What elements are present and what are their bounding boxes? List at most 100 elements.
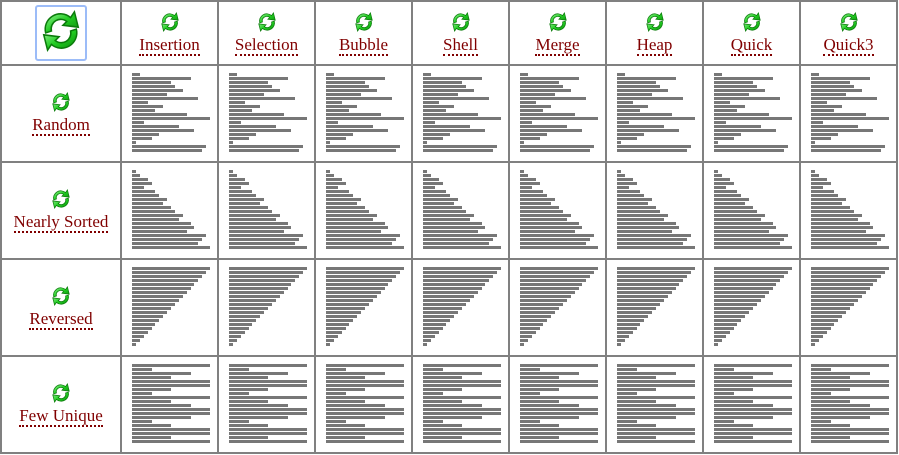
condition-link[interactable]: Reversed (29, 309, 93, 330)
animation-cell[interactable] (120, 161, 219, 260)
animation-cell[interactable] (217, 161, 316, 260)
bar (423, 271, 498, 274)
refresh-icon[interactable] (256, 11, 278, 33)
bar (617, 190, 641, 193)
algorithm-link[interactable]: Selection (234, 34, 299, 56)
bar (326, 364, 404, 367)
bar (326, 404, 385, 407)
bar (423, 246, 501, 249)
animation-cell[interactable] (702, 355, 801, 454)
animation-cell[interactable] (314, 161, 413, 260)
algorithm-link[interactable]: Quick3 (823, 34, 874, 56)
bar (520, 117, 598, 120)
refresh-icon[interactable] (50, 188, 72, 210)
bar (132, 206, 171, 209)
animation-cell[interactable] (411, 258, 510, 357)
animation-cell[interactable] (120, 64, 219, 163)
animation-cell[interactable] (217, 64, 316, 163)
refresh-icon[interactable] (644, 11, 666, 33)
animation-cell[interactable] (508, 161, 607, 260)
animation-cell[interactable] (799, 161, 898, 260)
bar (423, 392, 443, 395)
animation-cell[interactable] (508, 64, 607, 163)
bar (326, 113, 381, 116)
condition-link[interactable]: Random (32, 115, 90, 136)
bar (811, 198, 847, 201)
bar (229, 283, 292, 286)
bar (229, 295, 280, 298)
refresh-icon[interactable] (50, 285, 72, 307)
refresh-icon[interactable] (547, 11, 569, 33)
refresh-icon[interactable] (741, 11, 763, 33)
bar (423, 364, 501, 367)
bar (423, 77, 482, 80)
column-header-bubble: Bubble (314, 0, 413, 66)
animation-cell[interactable] (508, 355, 607, 454)
bar (520, 428, 598, 431)
algorithm-link[interactable]: Shell (443, 34, 478, 56)
bar-chart (714, 364, 792, 444)
animation-cell[interactable] (702, 258, 801, 357)
animation-cell[interactable] (508, 258, 607, 357)
play-all-button[interactable] (35, 5, 87, 61)
algorithm-link[interactable]: Merge (535, 34, 580, 56)
animation-cell[interactable] (411, 64, 510, 163)
animation-cell[interactable] (605, 161, 704, 260)
animation-cell[interactable] (217, 258, 316, 357)
bar (423, 194, 451, 197)
animation-cell[interactable] (411, 355, 510, 454)
animation-cell[interactable] (702, 64, 801, 163)
refresh-icon[interactable] (353, 11, 375, 33)
bar (229, 230, 284, 233)
animation-cell[interactable] (314, 64, 413, 163)
bar (326, 206, 365, 209)
animation-cell[interactable] (799, 355, 898, 454)
bar (714, 234, 789, 237)
algorithm-link[interactable]: Bubble (338, 34, 389, 56)
bar (229, 364, 307, 367)
animation-cell[interactable] (702, 161, 801, 260)
bar (229, 339, 237, 342)
algorithm-link[interactable]: Insertion (139, 34, 200, 56)
bar (132, 392, 152, 395)
bar (811, 117, 889, 120)
refresh-icon[interactable] (838, 11, 860, 33)
bar-chart (617, 364, 695, 444)
refresh-icon[interactable] (50, 382, 72, 404)
bar (520, 222, 579, 225)
bar (811, 319, 839, 322)
bar (520, 190, 544, 193)
animation-cell[interactable] (120, 258, 219, 357)
bar (714, 125, 761, 128)
bar (520, 125, 567, 128)
bar (714, 170, 718, 173)
bar (617, 396, 695, 399)
algorithm-link[interactable]: Heap (636, 34, 673, 56)
animation-cell[interactable] (799, 64, 898, 163)
animation-cell[interactable] (799, 258, 898, 357)
animation-cell[interactable] (411, 161, 510, 260)
animation-cell[interactable] (120, 355, 219, 454)
animation-cell[interactable] (314, 258, 413, 357)
bar (520, 291, 575, 294)
bar (520, 73, 528, 76)
refresh-icon[interactable] (50, 91, 72, 113)
animation-cell[interactable] (605, 355, 704, 454)
animation-cell[interactable] (605, 258, 704, 357)
animation-cell[interactable] (314, 355, 413, 454)
bar (520, 246, 598, 249)
bar (229, 440, 307, 443)
bar (617, 372, 676, 375)
refresh-icon[interactable] (450, 11, 472, 33)
animation-cell[interactable] (605, 64, 704, 163)
bar (520, 149, 591, 152)
animation-cell[interactable] (217, 355, 316, 454)
bar (617, 202, 649, 205)
condition-link[interactable]: Nearly Sorted (13, 212, 109, 233)
condition-link[interactable]: Few Unique (19, 406, 103, 427)
bar (423, 323, 447, 326)
algorithm-link[interactable]: Quick (730, 34, 773, 56)
bar (714, 93, 750, 96)
refresh-icon[interactable] (159, 11, 181, 33)
bar (520, 319, 548, 322)
